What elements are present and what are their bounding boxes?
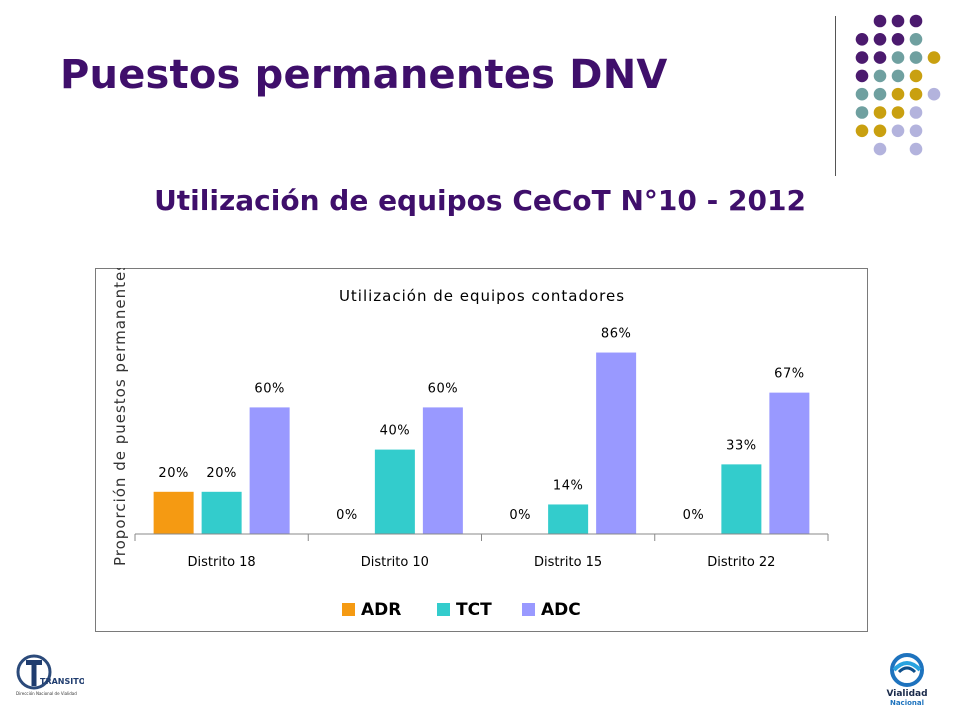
decorative-dot <box>909 33 923 46</box>
data-label: 14% <box>553 478 583 493</box>
decorative-dot <box>873 106 887 119</box>
decorative-dot <box>873 142 887 156</box>
chart-frame <box>95 268 868 632</box>
vialidad-nacional-logo: Vialidad Nacional <box>886 653 928 707</box>
x-tick-label: Distrito 22 <box>707 555 775 570</box>
decorative-dot <box>873 51 887 64</box>
data-label: 20% <box>158 466 188 481</box>
decorative-dot <box>873 33 887 46</box>
x-tick-label: Distrito 18 <box>188 555 256 570</box>
decorative-dot <box>873 87 887 101</box>
decorative-dot <box>891 69 905 83</box>
legend-swatch-adr <box>342 603 355 616</box>
decorative-dot <box>855 51 869 64</box>
decorative-dot <box>855 69 869 83</box>
decorative-dot <box>873 124 887 138</box>
decorative-dot <box>855 106 869 119</box>
decorative-dot-grid <box>855 14 941 156</box>
bar-adc <box>596 352 637 534</box>
decorative-dot <box>873 69 887 83</box>
data-label: 0% <box>683 508 705 523</box>
decorative-dot <box>909 87 923 101</box>
legend-swatch-tct <box>437 603 450 616</box>
svg-text:Dirección Nacional de Vialidad: Dirección Nacional de Vialidad <box>16 691 77 696</box>
chart-subtitle: Utilización de equipos CeCoT N°10 - 2012 <box>154 184 806 217</box>
decorative-dot <box>855 33 869 46</box>
bar-adr <box>153 491 194 534</box>
decorative-dot <box>909 51 923 64</box>
decorative-dot <box>891 51 905 64</box>
bar-adc <box>769 392 810 534</box>
legend: ADR TCT ADC <box>342 600 581 620</box>
y-axis-label: Proporción de puestos permanentes <box>111 268 129 566</box>
legend-label-adr: ADR <box>361 600 401 620</box>
decorative-dot <box>909 106 923 119</box>
x-axis: Distrito 18 Distrito 10 Distrito 15 Distrit… <box>134 533 829 570</box>
chart-title: Utilización de equipos contadores <box>339 287 625 305</box>
decorative-dot <box>891 87 905 101</box>
decorative-dot <box>909 14 923 28</box>
decorative-dot <box>891 106 905 119</box>
decorative-dot <box>909 142 923 156</box>
bar-chart: Utilización de equipos contadores Propor… <box>111 268 829 620</box>
bar-tct <box>201 491 242 534</box>
decorative-dot <box>891 14 905 28</box>
decorative-dot <box>855 87 869 101</box>
decorative-dot <box>927 51 941 64</box>
legend-swatch-adc <box>522 603 535 616</box>
data-label: 67% <box>774 367 804 382</box>
data-label: 0% <box>336 508 358 523</box>
data-label: 33% <box>726 438 756 453</box>
decorative-dot <box>927 87 941 101</box>
data-label: 0% <box>509 508 531 523</box>
decorative-dot <box>909 124 923 138</box>
decorative-dot <box>909 69 923 83</box>
data-label: 60% <box>254 381 284 396</box>
data-label: 86% <box>601 327 631 342</box>
svg-text:TRANSITO: TRANSITO <box>40 677 84 686</box>
data-label: 40% <box>380 424 410 439</box>
data-label: 20% <box>206 466 236 481</box>
data-label: 60% <box>428 381 458 396</box>
decorative-dot <box>873 14 887 28</box>
bars-layer: 20% 20% 60% 0% 40% 60% 0% 14% 86% 0% 33% 67% <box>153 327 810 534</box>
page-title: Puestos permanentes DNV <box>60 52 668 98</box>
x-tick-label: Distrito 10 <box>361 555 429 570</box>
decorative-dot <box>855 124 869 138</box>
transito-logo: TRANSITO Dirección Nacional de Vialidad <box>16 654 84 696</box>
bar-tct <box>374 449 415 534</box>
legend-label-tct: TCT <box>456 600 492 620</box>
decorative-divider-line <box>835 16 836 176</box>
bar-adc <box>249 407 290 534</box>
bar-tct <box>548 504 589 534</box>
svg-text:Vialidad: Vialidad <box>886 689 927 699</box>
legend-label-adc: ADC <box>541 600 581 620</box>
svg-text:Nacional: Nacional <box>890 699 924 707</box>
x-tick-label: Distrito 15 <box>534 555 602 570</box>
decorative-dot <box>891 33 905 46</box>
bar-tct <box>721 464 762 534</box>
bar-adc <box>422 407 463 534</box>
decorative-dot <box>891 124 905 138</box>
